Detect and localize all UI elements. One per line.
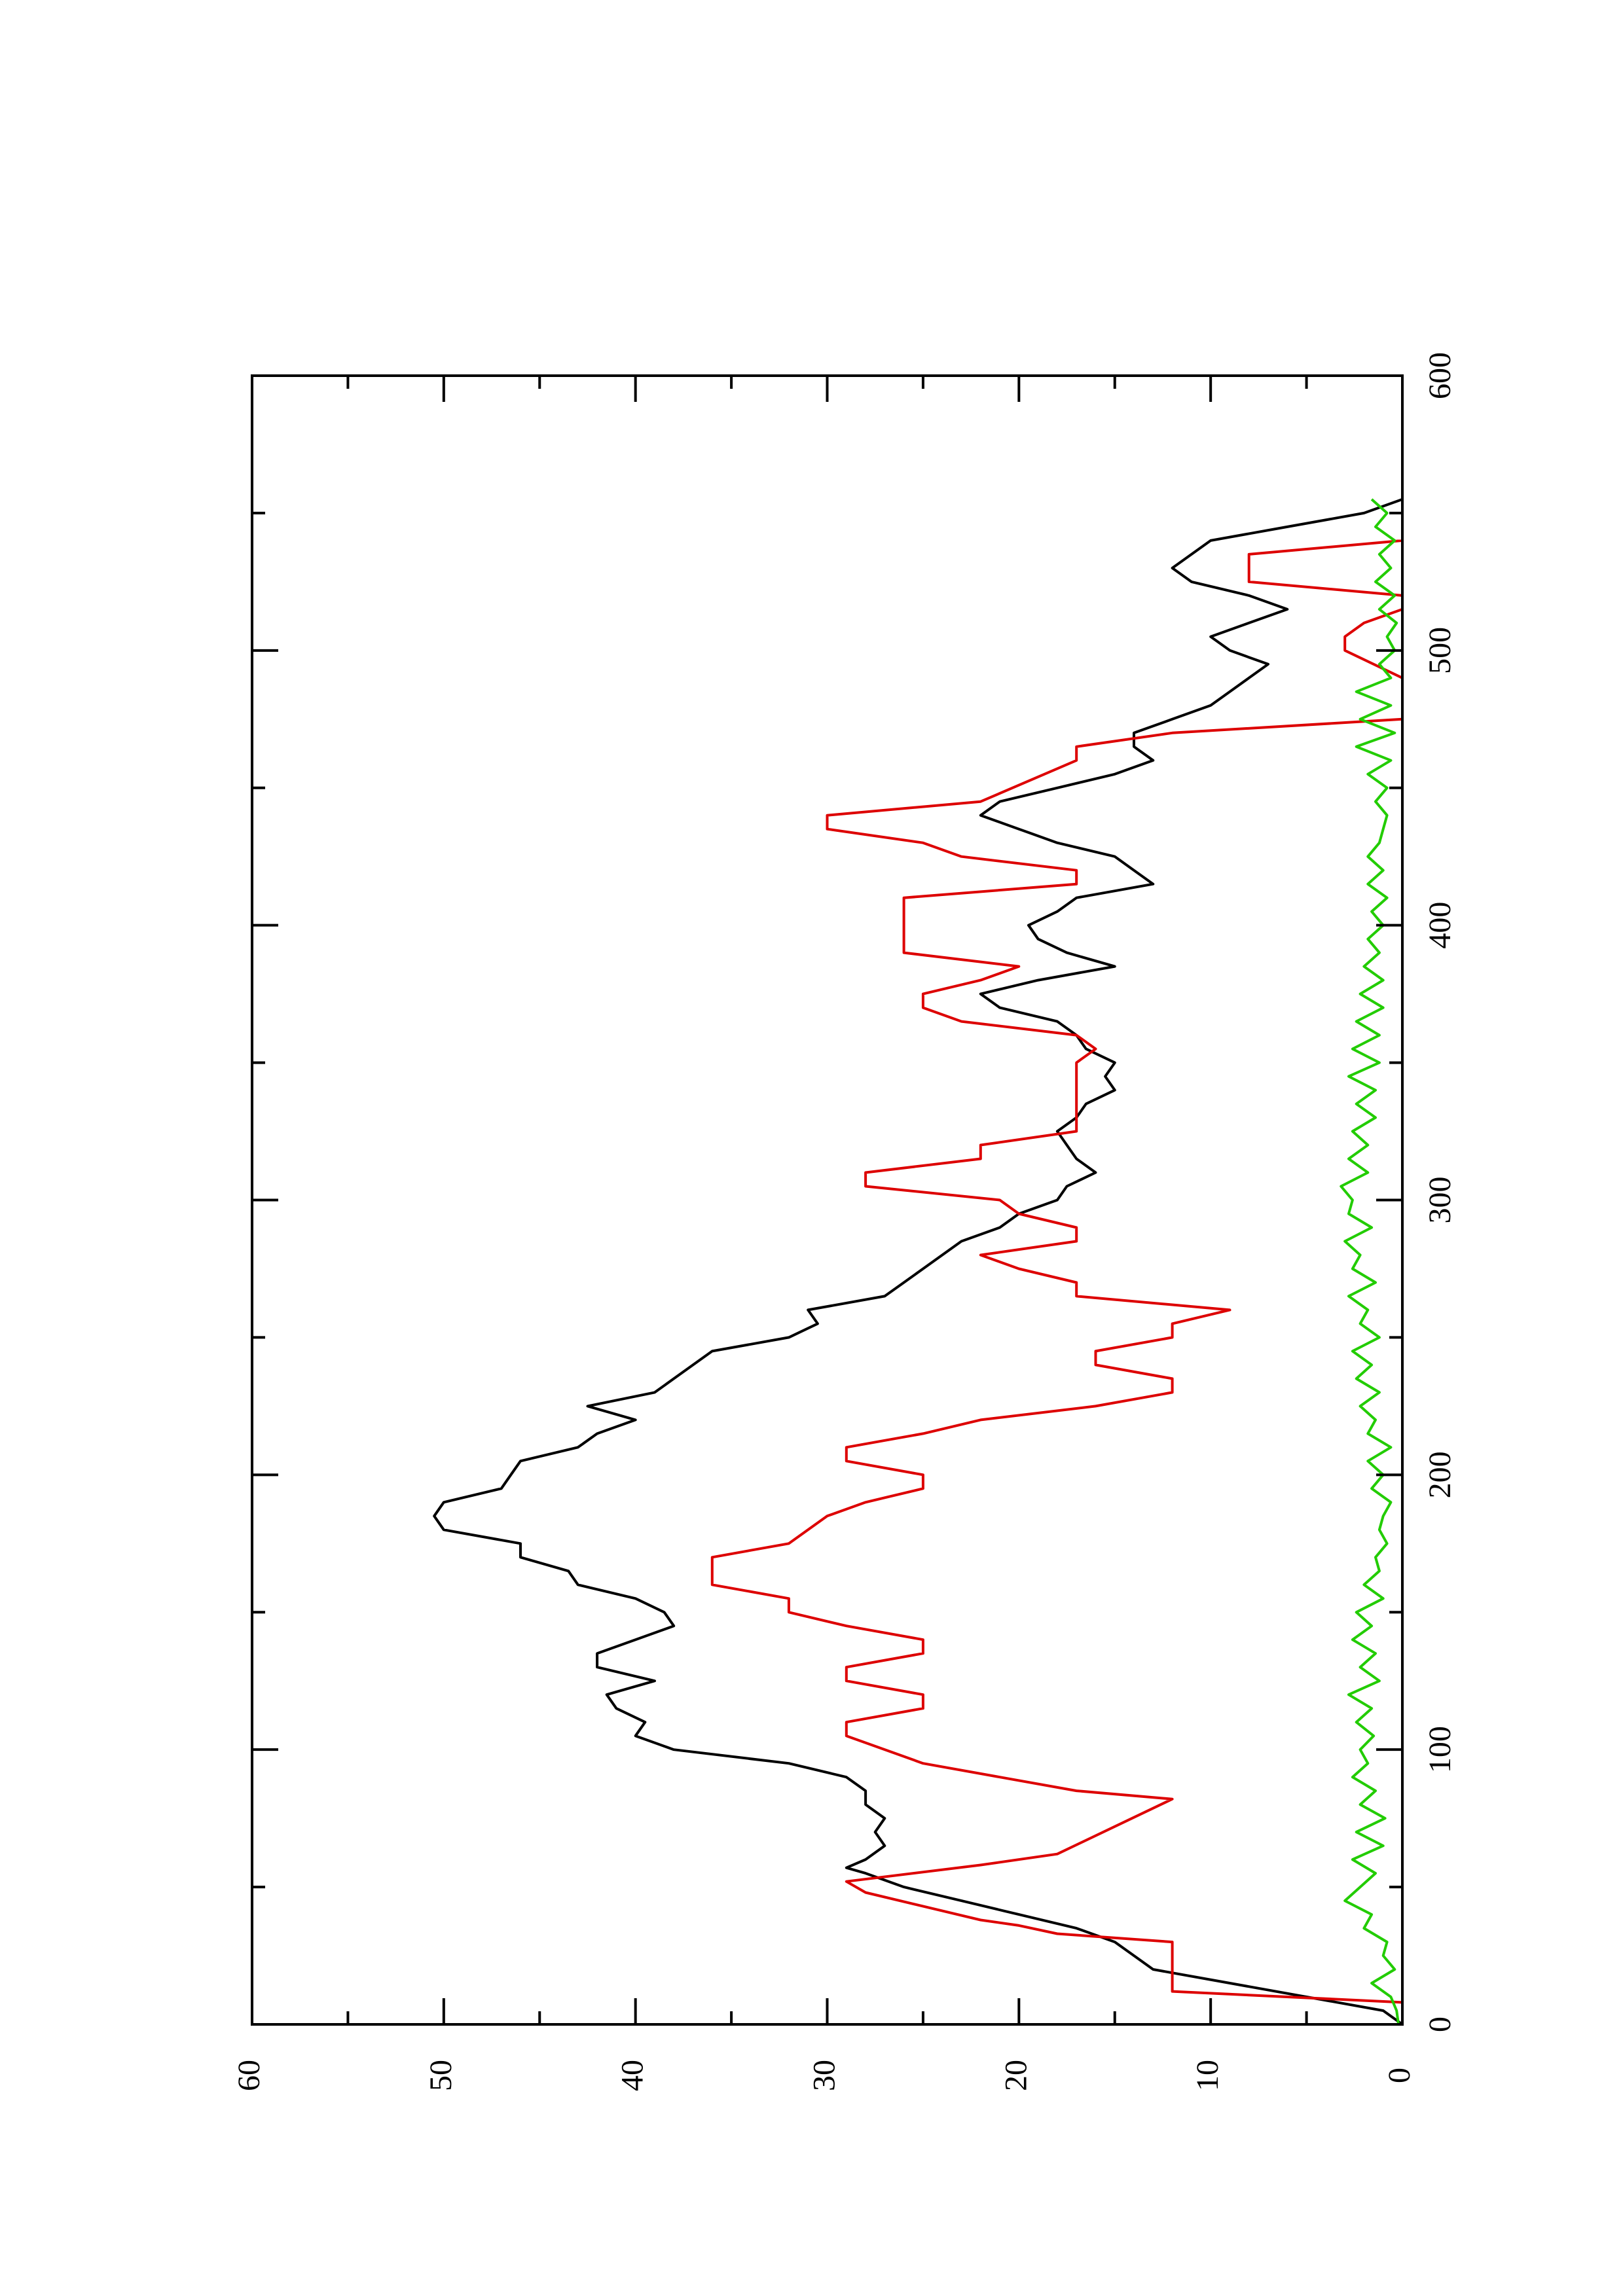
- y-tick-label: 0: [1382, 2068, 1417, 2083]
- series-layer: [433, 498, 1404, 2026]
- series-line-1: [433, 498, 1404, 2026]
- x-tick-label: 600: [1423, 352, 1457, 399]
- x-tick-label: 200: [1423, 1451, 1457, 1498]
- x-tick-label: 300: [1423, 1177, 1457, 1224]
- x-tick-label: 400: [1423, 902, 1457, 949]
- y-tick-label: 30: [807, 2060, 842, 2091]
- y-tick-label: 50: [424, 2060, 458, 2091]
- axes-layer: 0 100 200 300 400 500 600 0 10 20 30 40 50 60: [232, 352, 1457, 2091]
- x-tick-label: 100: [1423, 1726, 1457, 1773]
- x-tick-label: 500: [1423, 627, 1457, 674]
- plot-frame: [251, 374, 1404, 2026]
- series-line-3: [1340, 498, 1400, 2025]
- x-tick-label: 0: [1423, 2017, 1457, 2032]
- series-line-2: [710, 512, 1404, 2024]
- y-tick-label: 40: [615, 2060, 650, 2091]
- y-tick-label: 60: [232, 2060, 266, 2091]
- y-tick-label: 20: [998, 2060, 1033, 2091]
- y-tick-label: 10: [1190, 2060, 1225, 2091]
